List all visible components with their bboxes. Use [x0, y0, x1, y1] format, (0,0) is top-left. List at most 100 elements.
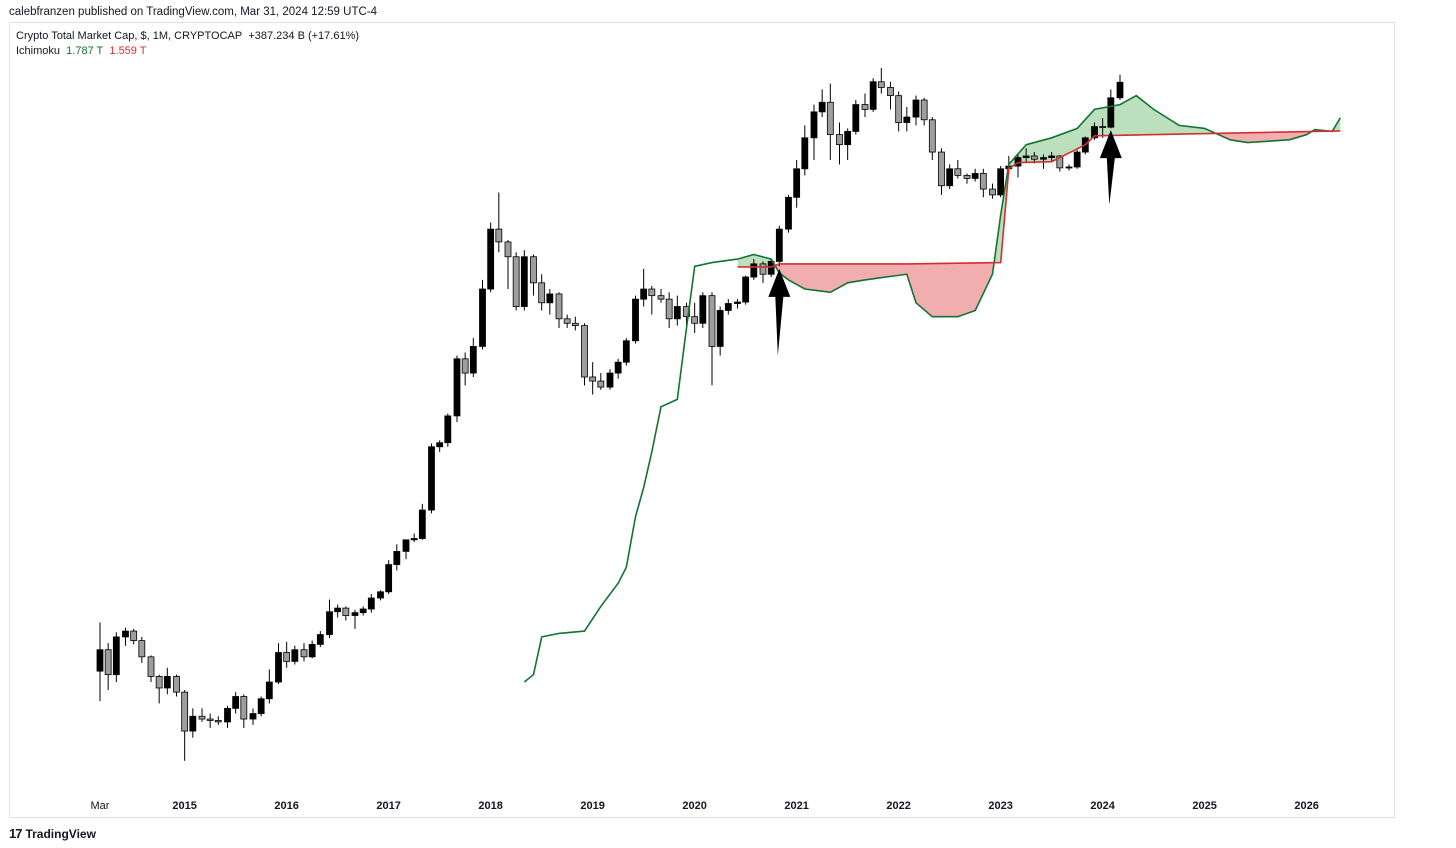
- candle-body: [665, 298, 673, 320]
- candle-body: [895, 95, 903, 123]
- candle-53: [546, 289, 554, 315]
- tradingview-logo[interactable]: 17 TradingView: [9, 826, 96, 841]
- candle-120: [1116, 74, 1124, 101]
- candle-79: [767, 259, 775, 278]
- candle-88: [844, 128, 852, 161]
- candle-96: [912, 95, 920, 126]
- indicator-name: Ichimoku: [16, 45, 61, 57]
- candle-43: [461, 352, 469, 386]
- candle-83: [801, 125, 809, 176]
- candle-body: [759, 263, 767, 275]
- span-b-line: [737, 130, 1341, 268]
- ichimoku-lines: [523, 94, 1341, 683]
- candle-body: [844, 131, 852, 146]
- candle-106: [997, 166, 1005, 198]
- candle-body: [377, 591, 384, 599]
- candle-46: [487, 222, 495, 293]
- candle-body: [581, 325, 588, 378]
- x-axis[interactable]: Mar 2015 2016 2017 2018 2019 2020 2021 2022 2023 2…: [91, 800, 1319, 812]
- candle-body: [206, 718, 214, 721]
- candle-104: [979, 168, 987, 198]
- candle-78: [759, 261, 767, 283]
- candle-86: [826, 83, 834, 161]
- indicator-span-b-value: 1.559 T: [109, 45, 147, 57]
- x-tick-label[interactable]: 2015: [172, 800, 196, 812]
- candle-body: [546, 293, 554, 304]
- x-tick-label[interactable]: 2016: [274, 800, 298, 812]
- candle-body: [657, 295, 665, 300]
- candle-body: [291, 649, 299, 662]
- candle-body: [877, 81, 885, 88]
- candle-26: [316, 631, 324, 648]
- x-tick-label[interactable]: 2019: [580, 800, 604, 812]
- candle-body: [1091, 126, 1098, 139]
- symbol-legend[interactable]: Crypto Total Market Cap, $, 1M, CRYPTOCA…: [16, 30, 359, 42]
- candle-33: [377, 590, 384, 601]
- candle-70: [691, 302, 699, 333]
- candle-65: [648, 285, 656, 315]
- x-tick-label[interactable]: 2025: [1192, 800, 1216, 812]
- candle-4: [130, 628, 138, 645]
- candle-body: [410, 538, 418, 541]
- candle-body: [130, 630, 138, 641]
- x-tick-label[interactable]: 2021: [784, 800, 808, 812]
- candle-body: [538, 282, 546, 304]
- candle-body: [444, 415, 452, 444]
- candle-body: [104, 649, 112, 676]
- candle-body: [1073, 151, 1081, 168]
- symbol-title: Crypto Total Market Cap, $, 1M, CRYPTOCA…: [16, 30, 243, 42]
- x-tick-label[interactable]: 2026: [1294, 800, 1318, 812]
- x-tick-label[interactable]: 2022: [886, 800, 910, 812]
- candle-36: [402, 539, 410, 560]
- candle-body: [708, 295, 716, 347]
- candle-body: [767, 261, 775, 275]
- x-tick-label[interactable]: 2023: [988, 800, 1012, 812]
- candle-92: [877, 68, 885, 94]
- candle-body: [367, 597, 375, 610]
- candle-105: [989, 183, 996, 199]
- candle-body: [691, 316, 699, 324]
- x-tick-label[interactable]: 2017: [376, 800, 400, 812]
- candle-body: [393, 550, 401, 565]
- candle-21: [275, 643, 282, 684]
- span-a-line: [523, 94, 1341, 683]
- x-tick-label[interactable]: Mar: [91, 800, 110, 812]
- candle-50: [520, 250, 528, 311]
- candle-12: [198, 708, 206, 722]
- candle-60: [606, 369, 614, 390]
- candle-103: [971, 168, 979, 182]
- candle-71: [699, 292, 707, 328]
- candle-body: [946, 168, 954, 187]
- chart-frame: 4.6 T3.4 T2.6 T1.9 T1.4 T1.05 T770 B570 …: [9, 22, 1395, 818]
- candle-72: [708, 292, 716, 386]
- candle-body: [240, 696, 248, 720]
- candle-body: [1056, 155, 1064, 169]
- candle-62: [622, 338, 630, 366]
- indicator-legend[interactable]: Ichimoku 1.787 T 1.559 T: [16, 45, 147, 57]
- candle-118: [1099, 118, 1107, 138]
- candle-body: [275, 652, 282, 683]
- candle-58: [589, 362, 597, 395]
- bullish-cloud-2: [994, 95, 1215, 263]
- candle-body: [903, 116, 911, 123]
- candlestick-chart[interactable]: 4.6 T3.4 T2.6 T1.9 T1.4 T1.05 T770 B570 …: [10, 23, 1396, 819]
- candle-body: [147, 656, 155, 677]
- candle-57: [581, 323, 588, 386]
- candle-48: [504, 240, 512, 290]
- candle-body: [342, 607, 350, 616]
- candle-94: [895, 91, 903, 132]
- candle-body: [1116, 81, 1124, 99]
- candle-body: [699, 295, 707, 324]
- candle-body: [614, 361, 622, 374]
- candle-59: [597, 373, 605, 390]
- candle-body: [632, 298, 639, 342]
- x-tick-label[interactable]: 2018: [478, 800, 502, 812]
- x-tick-label[interactable]: 2024: [1090, 800, 1115, 812]
- candle-body: [112, 636, 120, 676]
- candle-1: [104, 643, 112, 691]
- candle-115: [1073, 149, 1081, 169]
- candle-body: [734, 301, 741, 304]
- candle-body: [724, 303, 732, 311]
- candle-10: [181, 690, 189, 761]
- x-tick-label[interactable]: 2020: [682, 800, 706, 812]
